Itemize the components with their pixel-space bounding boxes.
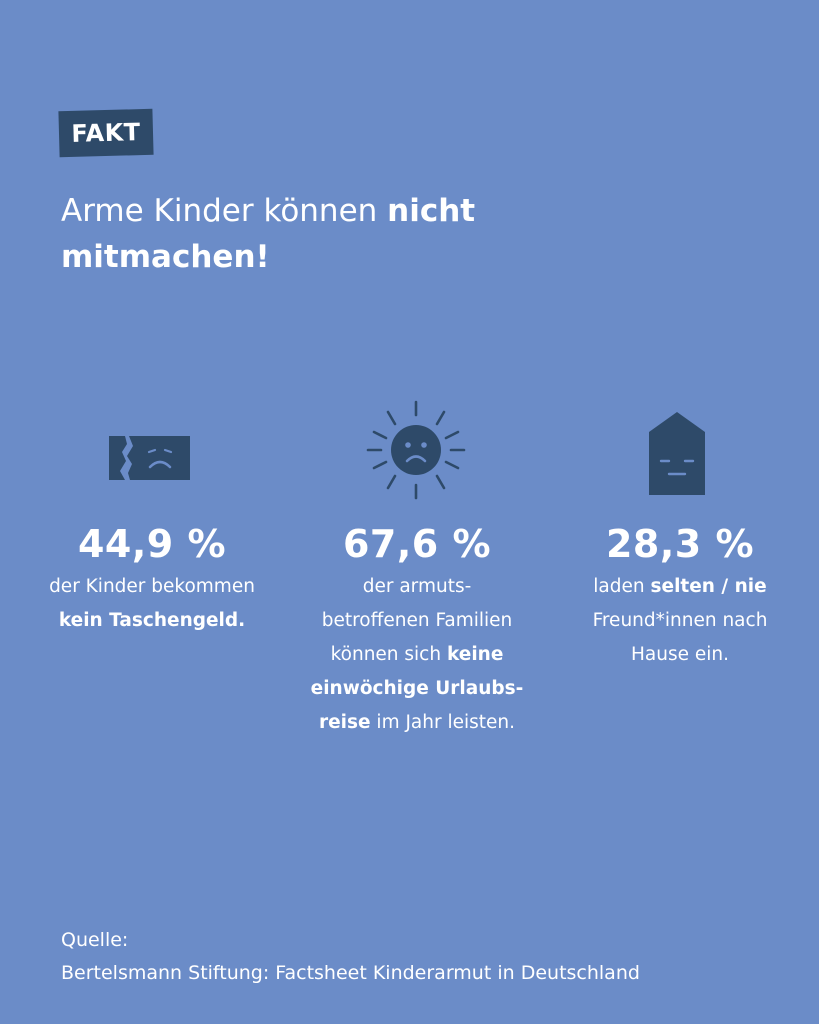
headline-bold1: nicht <box>387 193 476 229</box>
fact-percent: 44,9 % <box>77 522 227 566</box>
fact-text-bold: reise <box>318 712 371 733</box>
fact-text: betroffenen Familien <box>321 610 513 631</box>
sad-house-icon <box>649 412 705 495</box>
fakt-badge-label: FAKT <box>71 118 141 148</box>
fact-text: der Kinder bekommen <box>49 576 255 597</box>
fact-text: Freund*innen nach <box>592 610 768 631</box>
fact-freunde: 28,3 % laden selten / nie Freund*innen n… <box>560 518 800 672</box>
fact-percent: 28,3 % <box>605 522 755 566</box>
fact-text: Hause ein. <box>630 644 729 665</box>
fact-description: der armuts- betroffenen Familien können … <box>286 570 548 740</box>
source-label: Quelle: <box>61 929 129 951</box>
fact-text: im Jahr leisten. <box>370 712 516 733</box>
fact-text: laden <box>593 576 651 597</box>
source-note: Quelle: Bertelsmann Stiftung: Factsheet … <box>61 924 640 990</box>
fact-percent: 67,6 % <box>342 522 492 566</box>
source-text: Bertelsmann Stiftung: Factsheet Kinderar… <box>61 962 640 984</box>
headline-part1: Arme Kinder können <box>61 193 388 229</box>
fact-description: laden selten / nie Freund*innen nach Hau… <box>560 570 800 672</box>
sad-sun-icon <box>366 400 466 500</box>
fact-text-bold: einwöchige Urlaubs- <box>310 678 524 699</box>
fakt-badge: FAKT <box>58 108 154 158</box>
fact-text: der armuts- <box>362 576 472 597</box>
fact-text: können sich <box>330 644 447 665</box>
fact-text-bold: keine <box>446 644 504 665</box>
fact-description: der Kinder bekommen kein Taschengeld. <box>20 570 284 638</box>
fact-text-bold: selten / nie <box>650 576 767 597</box>
headline-bold2: mitmachen! <box>61 239 270 275</box>
fact-urlaub: 67,6 % der armuts- betroffenen Familien … <box>286 518 548 740</box>
sad-wallet-icon <box>109 436 190 480</box>
fact-text-bold: kein Taschengeld. <box>58 610 246 631</box>
headline: Arme Kinder können nicht mitmachen! <box>61 188 621 280</box>
fact-taschengeld: 44,9 % der Kinder bekommen kein Tascheng… <box>20 518 284 638</box>
